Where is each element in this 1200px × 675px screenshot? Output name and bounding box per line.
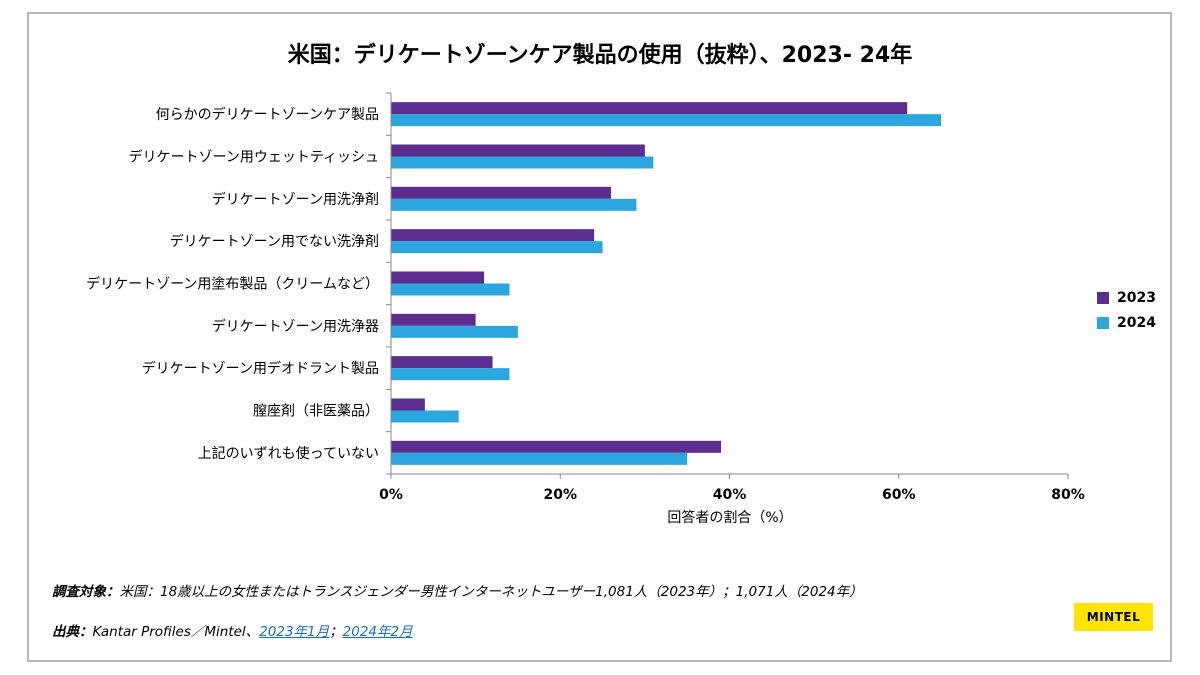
source-label: 出典：: [52, 624, 93, 640]
category-label-4: デリケートゾーン用塗布製品（クリームなど）: [86, 276, 379, 293]
category-label-8: 上記のいずれも使っていない: [198, 445, 379, 462]
source-link-2023[interactable]: 2023年1月: [259, 624, 330, 640]
survey-text: 米国：18歳以上の女性またはトランスジェンダー男性インターネットユーザー1,08…: [119, 584, 863, 600]
bar-2023-2: [391, 186, 612, 199]
category-label-5: デリケートゾーン用洗浄器: [212, 318, 379, 335]
bar-2024-3: [391, 241, 603, 254]
bar-2023-4: [391, 271, 485, 284]
legend-swatch-2023: [1097, 291, 1109, 304]
category-label-1: デリケートゾーン用ウェットティッシュ: [129, 149, 379, 166]
source-note: 出典：Kantar Profiles／Mintel、2023年1月；2024年2…: [52, 620, 413, 640]
source-link-2024[interactable]: 2024年2月: [342, 624, 413, 640]
bar-2024-0: [391, 114, 942, 127]
legend-item-2023: 2023: [1097, 285, 1156, 310]
bar-2024-4: [391, 283, 510, 296]
mintel-logo: MINTEL: [1074, 603, 1153, 631]
bar-2023-7: [391, 398, 425, 411]
x-tick-label-2: 40%: [713, 487, 747, 503]
x-tick-label-1: 20%: [543, 487, 577, 503]
bar-2024-7: [391, 410, 459, 423]
x-tick-label-0: 0%: [379, 487, 403, 503]
chart-title: 米国：デリケートゾーンケア製品の使用（抜粋）、2023- 24年: [287, 43, 913, 68]
legend-label-2024: 2024: [1117, 314, 1156, 331]
category-label-7: 膣座剤（非医薬品）: [253, 403, 379, 420]
bar-2024-1: [391, 156, 654, 169]
bar-2023-8: [391, 440, 722, 453]
source-text: Kantar Profiles／Mintel、: [92, 624, 260, 640]
bar-2023-6: [391, 356, 493, 369]
legend-label-2023: 2023: [1117, 289, 1156, 306]
category-label-2: デリケートゾーン用洗浄剤: [212, 191, 379, 208]
x-tick-label-4: 80%: [1051, 487, 1085, 503]
survey-note: 調査対象：米国：18歳以上の女性またはトランスジェンダー男性インターネットユーザ…: [52, 580, 863, 600]
x-axis-label: 回答者の割合（%）: [667, 510, 793, 526]
bar-2023-3: [391, 229, 595, 242]
bar-2023-0: [391, 102, 908, 115]
category-label-3: デリケートゾーン用でない洗浄剤: [170, 233, 379, 250]
source-separator: ；: [329, 624, 343, 640]
category-label-0: 何らかのデリケートゾーンケア製品: [156, 106, 379, 123]
category-label-6: デリケートゾーン用デオドラント製品: [142, 360, 379, 377]
bar-2024-6: [391, 368, 510, 381]
legend: 2023 2024: [1097, 285, 1156, 335]
x-tick-label-3: 60%: [882, 487, 916, 503]
legend-item-2024: 2024: [1097, 310, 1156, 335]
bar-2024-5: [391, 325, 518, 338]
legend-swatch-2024: [1097, 316, 1109, 329]
survey-label: 調査対象：: [52, 584, 120, 600]
bar-2024-2: [391, 198, 637, 211]
bar-2024-8: [391, 452, 688, 465]
bar-2023-1: [391, 144, 645, 157]
bar-2023-5: [391, 313, 476, 326]
